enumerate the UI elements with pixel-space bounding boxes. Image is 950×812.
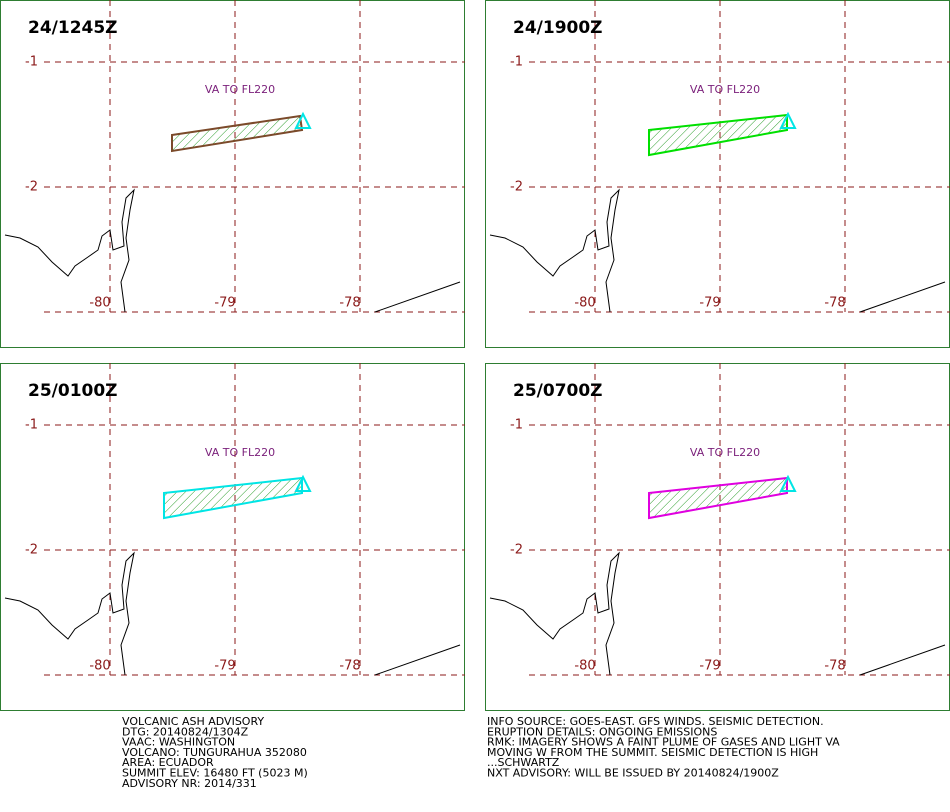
lat-label: -1	[510, 55, 523, 70]
ash-cloud	[171, 114, 304, 153]
advisory-line: DTG: 20140824/1304Z	[122, 725, 249, 738]
advisory-line: RMK: IMAGERY SHOWS A FAINT PLUME OF GASE…	[487, 736, 840, 749]
advisory-line: VOLCANIC ASH ADVISORY	[122, 715, 264, 728]
lat-label: -2	[510, 180, 523, 195]
lat-label: -1	[510, 418, 523, 433]
lon-label: -79	[214, 296, 235, 311]
advisory-line: NXT ADVISORY: WILL BE ISSUED BY 20140824…	[487, 767, 779, 780]
coastline	[4, 551, 135, 676]
lon-label: -79	[699, 659, 720, 674]
map-panel: -1 -2 -80 -79 -78 25/0100Z VA TO FL220	[0, 363, 465, 711]
lon-label: -78	[824, 659, 845, 674]
lat-label: -2	[25, 543, 38, 558]
volcano-marker	[294, 474, 312, 492]
lat-label: -2	[510, 543, 523, 558]
lon-label: -80	[89, 659, 110, 674]
valid-time: 24/1900Z	[513, 18, 603, 38]
lon-label: -80	[89, 296, 110, 311]
coastline	[859, 281, 946, 313]
lon-label: -78	[824, 296, 845, 311]
coastline	[489, 188, 620, 313]
advisory-line: ...SCHWARTZ	[487, 756, 560, 769]
volcano-marker	[779, 474, 797, 492]
advisory-line: SUMMIT ELEV: 16480 FT (5023 M)	[122, 767, 308, 780]
map-panel: -1 -2 -80 -79 -78 24/1900Z VA TO FL220	[485, 0, 950, 348]
panel-frame	[0, 0, 465, 348]
valid-time: 24/1245Z	[28, 18, 118, 38]
ash-level-label: VA TO FL220	[690, 83, 760, 96]
advisory-line: INFO SOURCE: GOES-EAST. GFS WINDS. SEISM…	[487, 715, 824, 728]
lon-label: -78	[339, 659, 360, 674]
map-panel: -1 -2 -80 -79 -78 25/0700Z VA TO FL220	[485, 363, 950, 711]
lat-label: -1	[25, 55, 38, 70]
lon-label: -80	[574, 296, 595, 311]
coastline	[489, 551, 620, 676]
coastline	[374, 281, 461, 313]
lon-label: -78	[339, 296, 360, 311]
advisory-line: ERUPTION DETAILS: ONGOING EMISSIONS	[487, 725, 717, 738]
ash-level-label: VA TO FL220	[205, 83, 275, 96]
coastline	[374, 644, 461, 676]
valid-time: 25/0100Z	[28, 381, 118, 401]
lat-label: -2	[25, 180, 38, 195]
advisory-line: VOLCANO: TUNGURAHUA 352080	[122, 746, 307, 759]
ash-level-label: VA TO FL220	[205, 446, 275, 459]
panel-frame	[0, 363, 465, 711]
advisory-line: VAAC: WASHINGTON	[122, 736, 235, 749]
ash-cloud	[648, 113, 788, 157]
ash-cloud	[163, 476, 303, 520]
valid-time: 25/0700Z	[513, 381, 603, 401]
lat-label: -1	[25, 418, 38, 433]
advisory-line: AREA: ECUADOR	[122, 756, 214, 769]
advisory-line: ADVISORY NR: 2014/331	[122, 777, 257, 790]
ash-level-label: VA TO FL220	[690, 446, 760, 459]
coastline	[859, 644, 946, 676]
map-panel: -1 -2 -80 -79 -78 24/1245Z VA TO FL220	[0, 0, 465, 348]
volcano-marker	[779, 111, 797, 129]
volcano-marker	[294, 111, 312, 129]
lon-label: -80	[574, 659, 595, 674]
coastline	[4, 188, 135, 313]
lon-label: -79	[214, 659, 235, 674]
ash-cloud	[648, 476, 788, 520]
advisory-line: MOVING W FROM THE SUMMIT. SEISMIC DETECT…	[487, 746, 818, 759]
lon-label: -79	[699, 296, 720, 311]
